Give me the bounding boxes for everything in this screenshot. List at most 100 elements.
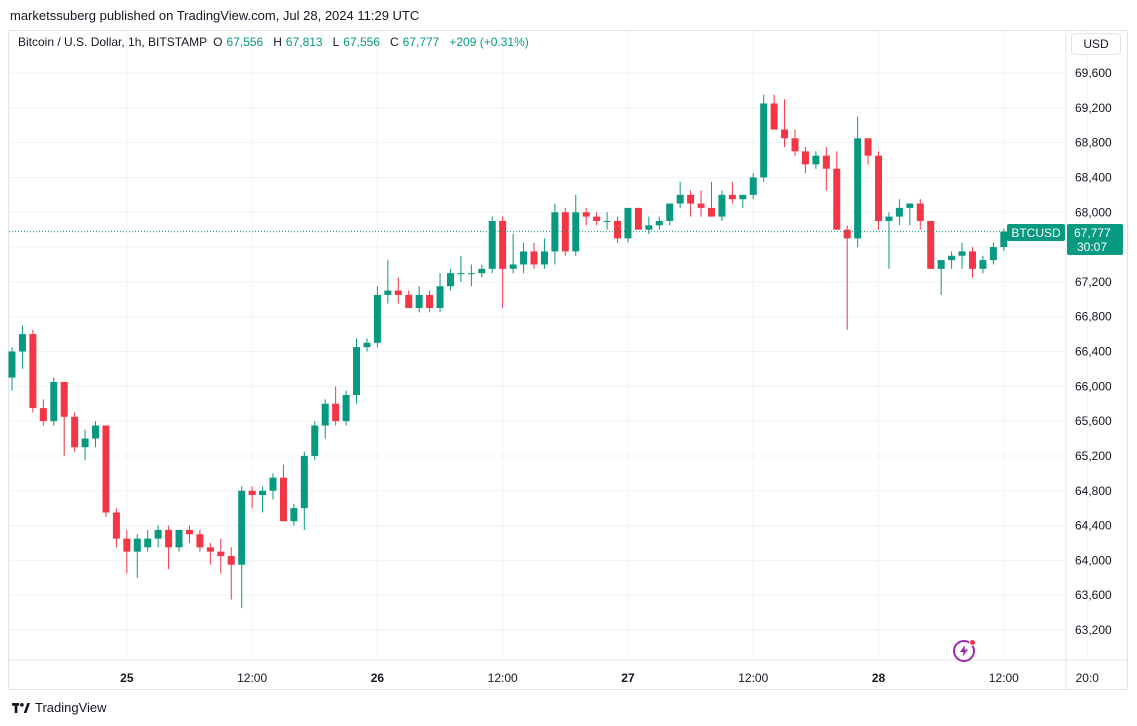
candle-body [875,155,883,221]
candle [18,325,26,369]
candle [697,190,705,217]
legend-open-label: O [213,35,223,49]
candle-body [593,216,601,221]
candle [29,329,37,413]
y-tick-label: 67,200 [1075,275,1112,289]
candle-body [373,294,381,343]
candle-body [217,551,225,557]
candle [39,399,47,426]
price-tag-countdown: 30:07 [1077,240,1107,254]
candle [614,216,622,243]
candle-body [154,529,162,539]
candle-body [499,220,507,269]
candle [8,347,16,391]
candle [478,264,486,278]
candle [645,216,653,235]
candle-body [895,207,903,217]
x-tick-label: 12:00 [738,671,768,685]
y-tick-label: 69,200 [1075,101,1112,115]
candle-body [112,512,120,539]
candle-body [342,395,350,422]
candle-body [551,212,559,252]
candle [300,451,308,530]
price-tag-value: 67,777 [1074,226,1111,240]
candle [958,242,966,269]
candle-body [624,207,632,239]
candle-body [687,194,695,204]
candle [833,151,841,230]
candle-body [321,403,329,426]
candle-body [927,220,935,269]
candle-body [300,455,308,509]
candle [81,429,89,461]
candle [196,529,204,552]
candle [217,538,225,574]
candle [572,194,580,256]
candle [666,203,674,226]
candle-body [520,251,528,265]
candle [321,399,329,439]
candle-body [645,225,653,230]
candle [812,151,820,169]
candle-body [279,477,287,522]
candle [968,247,976,278]
candle-body [259,490,267,496]
candle-body [415,294,423,308]
candle [822,146,830,191]
candle [415,286,423,313]
x-tick-label: 20:0 [1076,671,1100,685]
candle [248,486,256,509]
candle [499,216,507,308]
candle-body [697,203,705,208]
candle [373,286,381,348]
candle [885,212,893,269]
footer-brand[interactable]: TradingView [12,700,107,715]
candle-body [582,212,590,217]
brand-name: TradingView [35,700,107,715]
y-tick-label: 64,000 [1075,553,1112,567]
x-tick-label: 25 [120,671,134,685]
candle [582,207,590,226]
candle [801,146,809,174]
lightning-icon[interactable] [953,639,976,662]
candle-body [39,408,47,422]
candle-body [749,177,757,195]
candle-body [728,194,736,200]
candle [948,251,956,269]
y-tick-label: 65,200 [1075,449,1112,463]
y-tick-label: 68,000 [1075,205,1112,219]
candle [269,473,277,500]
candle [916,199,924,230]
candle [520,242,528,274]
candle-body [801,151,809,165]
tradingview-logo [12,702,30,713]
y-tick-label: 68,800 [1075,136,1112,150]
price-axis: 69,60069,20068,80068,40068,00067,60067,2… [1075,66,1112,637]
candle [436,273,444,313]
candle-body [436,286,444,308]
x-tick-label: 12:00 [989,671,1019,685]
x-tick-label: 12:00 [488,671,518,685]
candle-body [906,203,914,208]
candle [875,151,883,230]
candle [634,207,642,230]
currency-button[interactable]: USD [1071,33,1121,55]
candle [133,534,141,578]
legend-symbol: Bitcoin / U.S. Dollar, 1h, BITSTAMP [18,35,208,49]
candle-body [175,529,183,548]
candle-body [864,138,872,156]
candle-body [92,425,100,439]
y-tick-label: 64,400 [1075,519,1112,533]
legend-change: +209 (+0.31%) [449,35,529,49]
candle-body [781,129,789,139]
candle [175,529,183,552]
candle [227,547,235,600]
legend-open-value: 67,556 [226,35,264,49]
candle-body [770,103,778,130]
candle-body [655,220,663,226]
candle [394,277,402,304]
candle [1000,228,1008,251]
candle [154,525,162,548]
candle-body [60,381,68,417]
